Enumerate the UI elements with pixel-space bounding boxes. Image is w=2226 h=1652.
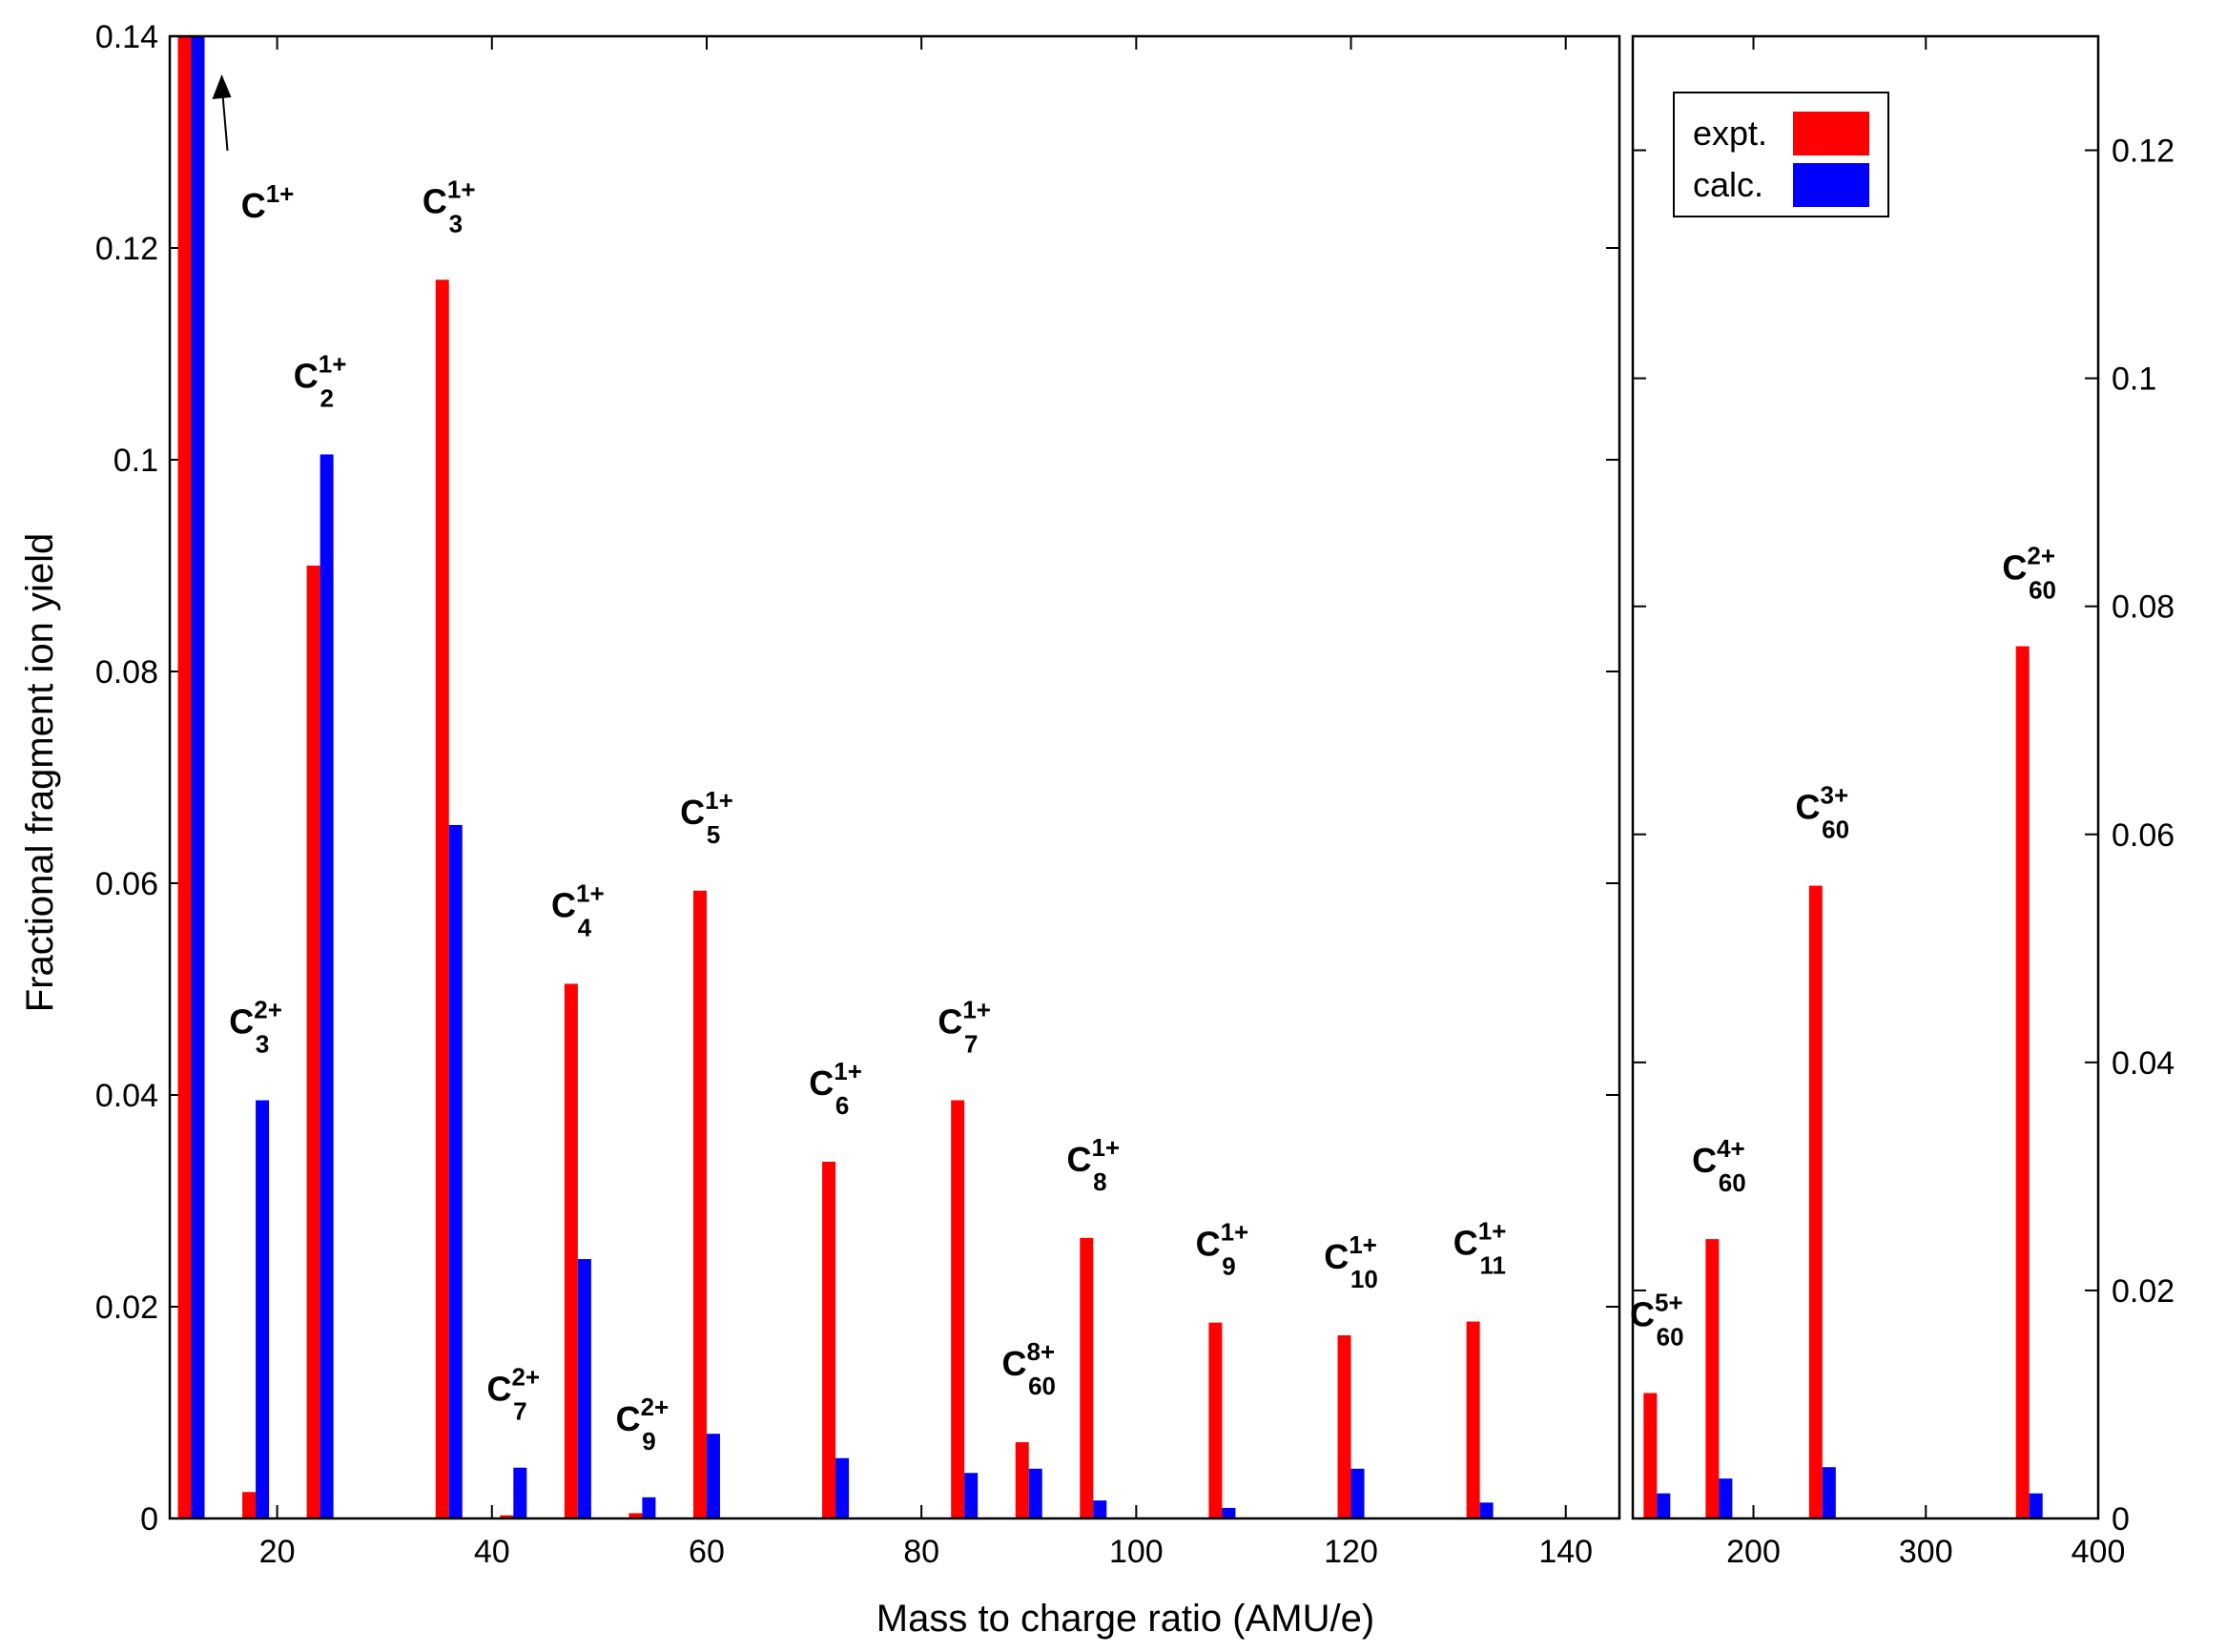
y-tick-label: 0.12 — [95, 231, 158, 267]
bar-expt — [500, 1515, 514, 1518]
legend-swatch-calc — [1793, 163, 1869, 207]
ion-label-C-1+: C1+ — [241, 179, 295, 225]
y-tick-label: 0.12 — [2112, 134, 2174, 170]
ion-label-C8-1+: C1+ 8 — [1066, 1133, 1120, 1196]
ion-label-C9-1+: C1+ 9 — [1196, 1218, 1249, 1281]
bar-calc — [642, 1497, 656, 1518]
bar-calc — [513, 1467, 527, 1518]
bar-expt — [435, 279, 449, 1518]
x-tick-label: 20 — [259, 1534, 296, 1570]
ion-label-C6-1+: C1+ 6 — [809, 1057, 862, 1120]
x-tick-label: 400 — [2071, 1534, 2126, 1570]
bar-calc — [448, 824, 463, 1518]
bar-expt — [1705, 1239, 1720, 1518]
bar-calc — [1719, 1478, 1733, 1518]
bar-expt — [1208, 1322, 1223, 1518]
bar-expt — [1080, 1237, 1094, 1518]
x-axis-title: Mass to charge ratio (AMU/e) — [876, 1598, 1374, 1640]
bar-expt — [242, 1492, 257, 1518]
bar-expt — [1337, 1334, 1351, 1518]
x-tick-label: 200 — [1726, 1534, 1781, 1570]
bar-calc — [835, 1457, 850, 1518]
ion-label-C11-1+: C1+ 11 — [1453, 1217, 1507, 1280]
bar-calc — [1350, 1468, 1365, 1518]
ion-label-C10-1+: C1+ 10 — [1324, 1230, 1378, 1293]
y-tick-label: 0.1 — [113, 443, 158, 479]
y-tick-label: 0.1 — [2112, 361, 2156, 398]
y-axis-title: Fractional fragment ion yield — [19, 533, 61, 1012]
ion-label-C7-2+: C2+ 7 — [486, 1363, 540, 1426]
bar-calc — [1028, 1468, 1042, 1518]
ion-label-C9-2+: C2+ 9 — [616, 1393, 670, 1456]
bar-expt — [951, 1100, 965, 1518]
x-tick-label: 60 — [689, 1534, 725, 1570]
bar-calc — [2029, 1493, 2043, 1518]
ion-label-C3-1+: C1+ 3 — [423, 175, 476, 237]
x-tick-label: 80 — [903, 1534, 939, 1570]
x-tick-label: 300 — [1899, 1534, 1953, 1570]
y-tick-label: 0.06 — [2112, 817, 2174, 854]
bar-calc — [256, 1100, 270, 1518]
plot-frame — [168, 34, 1621, 1520]
ion-label-C4-1+: C1+ 4 — [551, 878, 605, 941]
ion-label-C60-3+: C3+ 60 — [1796, 781, 1850, 844]
bar-calc — [1093, 1500, 1107, 1518]
bar-calc — [1479, 1502, 1494, 1518]
ion-label-C60-4+: C4+ 60 — [1692, 1134, 1746, 1197]
legend-label-calc: calc. — [1693, 165, 1763, 204]
bar-expt — [2015, 646, 2030, 1518]
bar-expt — [306, 566, 320, 1518]
bar-calc — [577, 1259, 591, 1518]
bar-expt — [692, 890, 707, 1518]
ion-label-C5-1+: C1+ 5 — [680, 786, 733, 849]
bar-expt — [564, 983, 578, 1518]
ion-label-C2-1+: C1+ 2 — [294, 349, 347, 412]
y-tick-label: 0.08 — [95, 654, 158, 691]
y-tick-label: 0.04 — [95, 1078, 158, 1114]
arrow-head — [212, 74, 232, 99]
bar-calc — [191, 36, 205, 1518]
x-tick-label: 100 — [1109, 1534, 1164, 1570]
x-tick-label: 140 — [1538, 1534, 1593, 1570]
bar-expt — [1466, 1321, 1480, 1518]
bar-calc — [319, 454, 334, 1519]
bar-expt — [822, 1161, 836, 1518]
y-tick-label: 0 — [2112, 1501, 2130, 1538]
y-tick-label: 0.08 — [2112, 589, 2174, 626]
legend-label-expt: expt. — [1693, 114, 1767, 153]
ion-label-C60-2+: C2+ 60 — [2002, 542, 2056, 605]
legend-swatch-expt — [1793, 112, 1869, 155]
left-panel: 0 0.02 0.04 0.06 0.08 0.1 0.12 0.14 20 40 60 80 100 1… — [95, 19, 1621, 1570]
y-tick-label: 0 — [140, 1501, 158, 1538]
y-tick-label: 0.02 — [2112, 1273, 2174, 1310]
ion-label-C60-8+: C8+ 60 — [1001, 1337, 1056, 1400]
bar-expt — [1643, 1393, 1658, 1518]
bar-calc — [706, 1434, 720, 1518]
bar-calc — [964, 1473, 979, 1518]
y-tick-label: 0.06 — [95, 866, 158, 902]
legend: expt. calc. — [1673, 92, 1889, 217]
y-tick-label: 0.02 — [95, 1290, 158, 1326]
bar-expt — [1808, 885, 1823, 1518]
bar-calc — [1822, 1467, 1836, 1518]
ion-label-C60-5+: C5+ 60 — [1630, 1289, 1684, 1352]
bar-expt — [629, 1513, 643, 1518]
x-tick-label: 120 — [1324, 1534, 1378, 1570]
x-tick-label: 40 — [474, 1534, 510, 1570]
ion-label-C3-2+: C2+ 3 — [229, 996, 282, 1059]
bar-calc — [1222, 1507, 1236, 1518]
bar-expt — [1015, 1442, 1029, 1518]
bar-calc — [1657, 1493, 1671, 1518]
y-tick-label: 0.04 — [2112, 1045, 2174, 1082]
right-panel: 0 0.02 0.04 0.06 0.08 0.1 0.12 200 300 400 C5+ 60 C4… — [1630, 34, 2174, 1570]
bar-expt — [177, 36, 192, 1518]
ion-label-C7-1+: C1+ 7 — [938, 996, 991, 1059]
plot-frame — [1631, 34, 2100, 1520]
y-tick-label: 0.14 — [95, 19, 158, 55]
